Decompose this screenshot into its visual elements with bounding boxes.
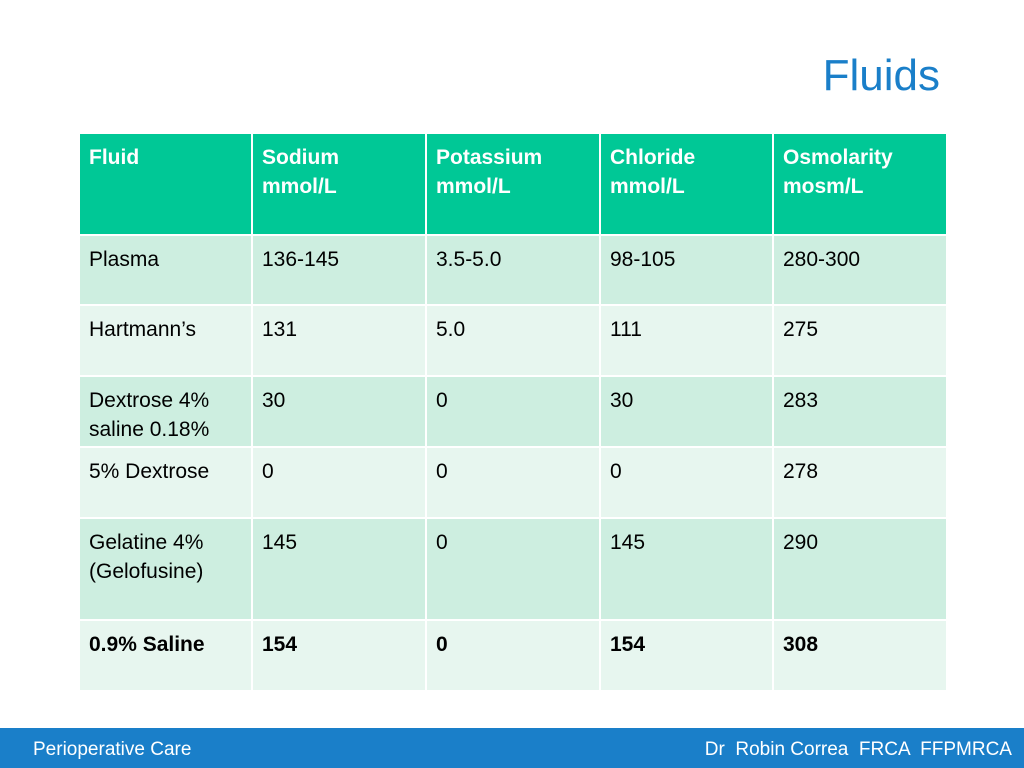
header-sodium: Sodium mmol/L <box>251 132 427 236</box>
table-cell: 30 <box>251 375 427 448</box>
table-cell: 275 <box>772 304 948 377</box>
header-potassium: Potassium mmol/L <box>425 132 601 236</box>
table-cell: 154 <box>599 619 774 692</box>
table-cell: 0 <box>425 619 601 692</box>
table-cell: 136-145 <box>251 234 427 306</box>
header-chloride: Chloride mmol/L <box>599 132 774 236</box>
header-osmolarity: Osmolarity mosm/L <box>772 132 948 236</box>
table-cell: Plasma <box>78 234 253 306</box>
table-cell: 3.5-5.0 <box>425 234 601 306</box>
header-fluid: Fluid <box>78 132 253 236</box>
footer-left-text: Perioperative Care <box>33 739 192 760</box>
table-cell: 98-105 <box>599 234 774 306</box>
table-row: 5% Dextrose 0 0 0 278 <box>78 446 948 519</box>
table-cell: 290 <box>772 517 948 621</box>
table-cell: 283 <box>772 375 948 448</box>
fluids-table: Fluid Sodium mmol/L Potassium mmol/L Chl… <box>78 132 948 692</box>
table-cell: 5% Dextrose <box>78 446 253 519</box>
table-cell: 0.9% Saline <box>78 619 253 692</box>
table-cell: 111 <box>599 304 774 377</box>
table-cell: Dextrose 4% saline 0.18% <box>78 375 253 448</box>
table-cell: 0 <box>599 446 774 519</box>
table-row: 0.9% Saline 154 0 154 308 <box>78 619 948 692</box>
table-cell: 0 <box>425 375 601 448</box>
table-cell: 278 <box>772 446 948 519</box>
table-row: Gelatine 4% (Gelofusine) 145 0 145 290 <box>78 517 948 621</box>
table-cell: 145 <box>251 517 427 621</box>
table-row: Dextrose 4% saline 0.18% 30 0 30 283 <box>78 375 948 448</box>
table-cell: 0 <box>425 446 601 519</box>
table-cell: 0 <box>251 446 427 519</box>
slide-title: Fluids <box>822 51 940 100</box>
table-cell: Hartmann’s <box>78 304 253 377</box>
table-cell: 131 <box>251 304 427 377</box>
table-row: Hartmann’s 131 5.0 111 275 <box>78 304 948 377</box>
table-cell: 280-300 <box>772 234 948 306</box>
table-cell: 308 <box>772 619 948 692</box>
table-cell: 154 <box>251 619 427 692</box>
footer-bar: Perioperative Care Dr Robin Correa FRCA … <box>0 728 1024 768</box>
table-cell: 5.0 <box>425 304 601 377</box>
table-cell: Gelatine 4% (Gelofusine) <box>78 517 253 621</box>
table-header-row: Fluid Sodium mmol/L Potassium mmol/L Chl… <box>78 132 948 236</box>
table-row: Plasma 136-145 3.5-5.0 98-105 280-300 <box>78 234 948 306</box>
table-cell: 30 <box>599 375 774 448</box>
footer-right-text: Dr Robin Correa FRCA FFPMRCA <box>704 739 1012 760</box>
table-cell: 0 <box>425 517 601 621</box>
table-cell: 145 <box>599 517 774 621</box>
